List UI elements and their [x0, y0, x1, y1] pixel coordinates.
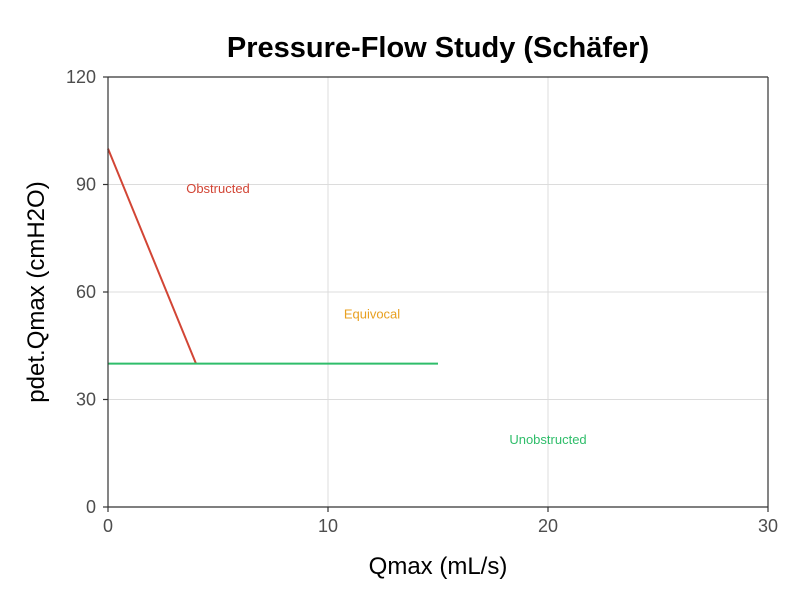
x-tick-label: 20 [538, 516, 558, 536]
plot-series [107, 148, 438, 365]
y-tick-label: 60 [76, 282, 96, 302]
series-line-1 [107, 148, 197, 365]
tick-labels: 0 10 20 30 0 30 60 90 120 [66, 67, 778, 536]
annotation-label: Unobstructed [509, 432, 586, 447]
x-axis-title: Qmax (mL/s) [369, 553, 508, 580]
annotation-label: Obstructed [186, 181, 250, 196]
x-tick-label: 10 [318, 516, 338, 536]
chart-title: Pressure-Flow Study (Schäfer) [227, 32, 649, 64]
y-tick-label: 90 [76, 175, 96, 195]
x-tick-label: 0 [103, 516, 113, 536]
y-tick-label: 30 [76, 390, 96, 410]
annotation-label: Equivocal [344, 307, 400, 322]
y-axis-title: pdet.Qmax (cmH2O) [23, 181, 50, 402]
x-tick-label: 30 [758, 516, 778, 536]
region-annotations: Obstructed Equivocal Unobstructed [186, 181, 586, 447]
axes [103, 76, 769, 512]
grid [107, 76, 769, 508]
y-tick-label: 0 [86, 497, 96, 517]
y-tick-label: 120 [66, 67, 96, 87]
